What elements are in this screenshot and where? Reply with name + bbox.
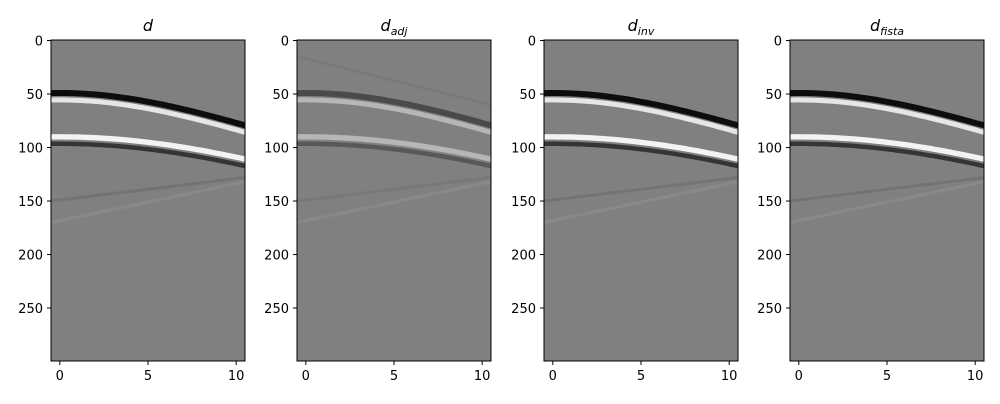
y-tick-label: 50 xyxy=(519,88,536,103)
x-tick-label: 5 xyxy=(883,369,891,384)
faint-event xyxy=(297,180,491,224)
x-tick-label: 0 xyxy=(549,369,557,384)
y-tick-label: 0 xyxy=(774,35,782,50)
event xyxy=(51,141,245,169)
title-sub: adj xyxy=(391,25,409,38)
faint-event xyxy=(790,176,984,203)
y-tick-label: 150 xyxy=(18,195,43,210)
event xyxy=(544,97,738,135)
event xyxy=(297,134,491,162)
event xyxy=(297,141,491,169)
y-tick-label: 200 xyxy=(757,249,782,264)
event xyxy=(790,134,984,162)
image-background xyxy=(790,40,984,361)
event xyxy=(544,90,738,129)
y-tick-label: 100 xyxy=(757,142,782,157)
y-tick-label: 0 xyxy=(281,35,289,50)
y-tick-label: 100 xyxy=(18,142,43,157)
event xyxy=(790,90,984,129)
y-tick-label: 50 xyxy=(272,88,289,103)
event xyxy=(297,90,491,129)
x-tick-label: 5 xyxy=(390,369,398,384)
event xyxy=(51,90,245,129)
title-main: d xyxy=(143,16,154,35)
event xyxy=(544,141,738,169)
x-tick-label: 10 xyxy=(474,369,491,384)
x-tick-label: 10 xyxy=(967,369,984,384)
image xyxy=(297,55,491,224)
y-tick-label: 150 xyxy=(264,195,289,210)
title-sub: fista xyxy=(880,25,904,38)
faint-event xyxy=(544,176,738,203)
image-background xyxy=(297,40,491,361)
faint-event xyxy=(51,180,245,224)
event xyxy=(790,141,984,169)
event xyxy=(51,134,245,162)
y-tick-label: 200 xyxy=(18,249,43,264)
title-sub: inv xyxy=(638,25,655,38)
y-tick-label: 250 xyxy=(511,302,536,317)
image xyxy=(51,90,245,224)
faint-event xyxy=(790,180,984,224)
y-tick-label: 200 xyxy=(511,249,536,264)
image xyxy=(544,90,738,224)
image xyxy=(790,90,984,224)
event xyxy=(297,97,491,135)
image-background xyxy=(51,40,245,361)
y-tick-label: 150 xyxy=(511,195,536,210)
title-main: d xyxy=(870,16,881,35)
y-tick-label: 0 xyxy=(528,35,536,50)
faint-event xyxy=(544,180,738,224)
x-tick-label: 10 xyxy=(721,369,738,384)
y-tick-label: 150 xyxy=(757,195,782,210)
panel-title: dinv xyxy=(628,16,655,38)
y-tick-label: 0 xyxy=(35,35,43,50)
x-tick-label: 0 xyxy=(795,369,803,384)
panel-title: dadj xyxy=(381,16,409,38)
x-tick-label: 10 xyxy=(228,369,245,384)
y-tick-label: 250 xyxy=(264,302,289,317)
y-tick-label: 200 xyxy=(264,249,289,264)
panel-title: d xyxy=(143,16,154,35)
x-tick-label: 5 xyxy=(637,369,645,384)
y-tick-label: 100 xyxy=(264,142,289,157)
faint-event xyxy=(51,176,245,203)
title-main: d xyxy=(628,16,639,35)
x-tick-label: 0 xyxy=(56,369,64,384)
faint-event xyxy=(297,176,491,203)
event xyxy=(51,97,245,135)
y-tick-label: 50 xyxy=(765,88,782,103)
title-main: d xyxy=(381,16,392,35)
y-tick-label: 100 xyxy=(511,142,536,157)
faint-event xyxy=(297,55,491,107)
y-tick-label: 250 xyxy=(757,302,782,317)
x-tick-label: 0 xyxy=(302,369,310,384)
y-tick-label: 50 xyxy=(26,88,43,103)
y-tick-label: 250 xyxy=(18,302,43,317)
event xyxy=(544,134,738,162)
x-tick-label: 5 xyxy=(144,369,152,384)
panel-title: dfista xyxy=(870,16,904,38)
image-background xyxy=(544,40,738,361)
event xyxy=(790,97,984,135)
